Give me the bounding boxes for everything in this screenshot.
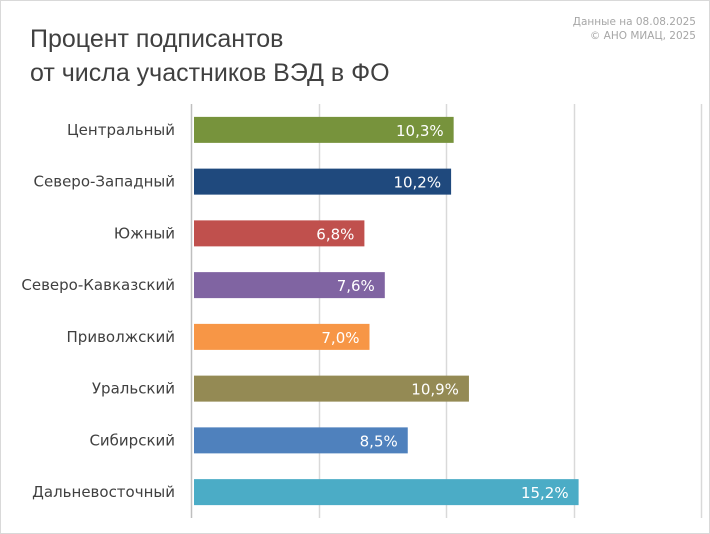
category-label: Сибирский (89, 431, 175, 449)
data-label: 8,5% (360, 432, 398, 450)
category-label: Северо-Кавказский (21, 276, 175, 294)
source-date: Данные на 08.08.2025 (572, 16, 696, 28)
category-label: Приволжский (67, 328, 175, 346)
data-label: 6,8% (316, 225, 354, 243)
category-label: Дальневосточный (32, 483, 175, 501)
category-label: Южный (114, 224, 175, 242)
source-note: Данные на 08.08.2025 © АНО МИАЦ, 2025 (573, 15, 696, 43)
data-label: 7,6% (337, 277, 375, 295)
data-label: 7,0% (321, 329, 359, 347)
data-label: 10,2% (393, 174, 441, 192)
bar-1 (194, 116, 454, 143)
bar-6 (194, 375, 469, 402)
category-label: Уральский (92, 380, 175, 398)
data-label: 10,3% (396, 122, 444, 140)
chart-title: Процент подписантов от числа участников … (30, 22, 390, 90)
bar-3 (194, 220, 365, 247)
bar-2 (194, 168, 452, 195)
source-copyright: © АНО МИАЦ, 2025 (589, 30, 696, 42)
bar-7 (194, 427, 408, 454)
category-label: Центральный (67, 121, 175, 139)
data-label: 15,2% (521, 484, 569, 502)
data-label: 10,9% (411, 381, 459, 399)
bar-8 (194, 479, 579, 506)
bar-4 (194, 272, 385, 299)
category-label: Северо-Западный (34, 173, 175, 191)
chart-title-line2: от числа участников ВЭД в ФО (30, 59, 390, 87)
bar-5 (194, 323, 370, 350)
chart-title-line1: Процент подписантов (30, 25, 284, 53)
